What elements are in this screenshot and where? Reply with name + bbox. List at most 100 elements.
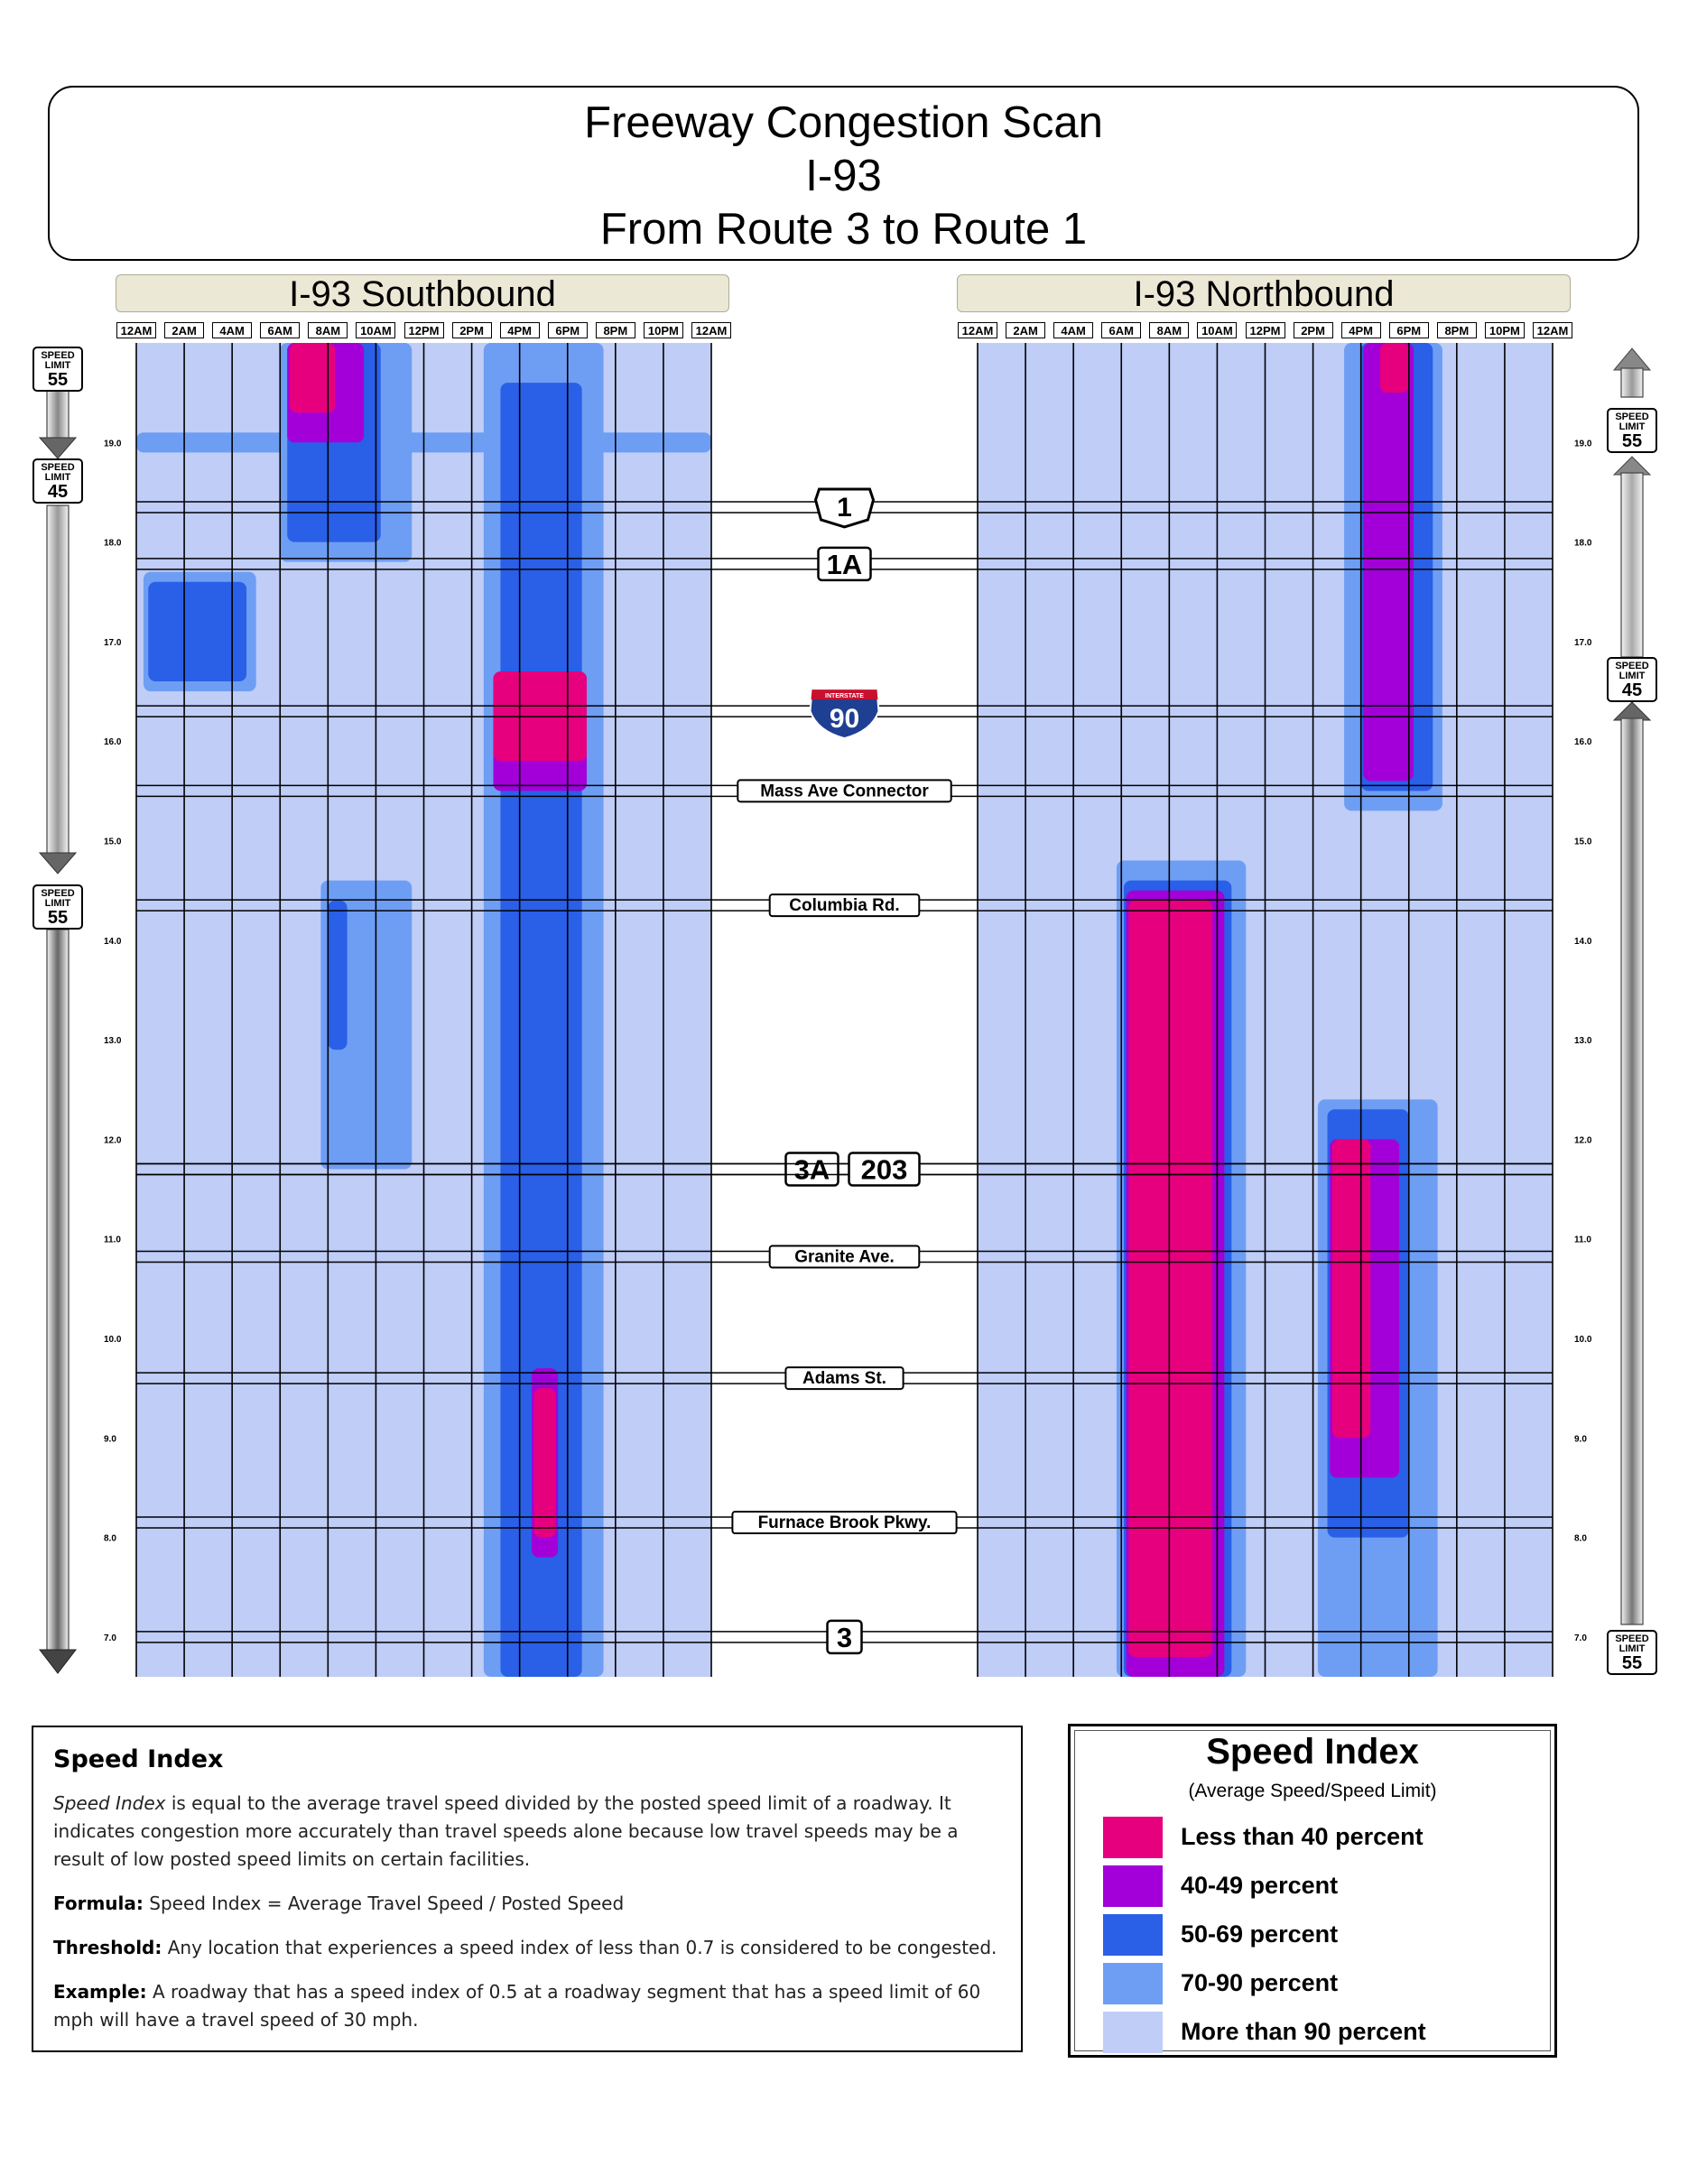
down-arrow-icon <box>38 852 78 875</box>
speed-limit-text: SPEED <box>1615 661 1649 671</box>
heatmap-cell <box>1331 1139 1371 1439</box>
heatmap-cell <box>1363 343 1414 782</box>
mile-tick-label: 12.0 <box>104 1135 122 1145</box>
down-arrow-icon <box>38 1649 78 1674</box>
interstate-shield-band <box>811 689 878 700</box>
speed-bar <box>1620 367 1644 398</box>
southbound-header: I-93 Southbound <box>116 274 729 313</box>
legend-swatch <box>1103 1817 1163 1858</box>
info-threshold: Threshold: Any location that experiences… <box>53 1937 997 1958</box>
speed-bar <box>46 929 70 1652</box>
mile-tick-label: 13.0 <box>104 1036 122 1046</box>
interchange-label: 3 <box>837 1622 852 1653</box>
info-heading: Speed Index <box>53 1745 224 1773</box>
mile-tick-label: 9.0 <box>104 1434 116 1444</box>
northbound-time-label: 8PM <box>1436 322 1477 338</box>
mile-tick-label: 7.0 <box>1574 1633 1587 1643</box>
info-formula: Formula: Speed Index = Average Travel Sp… <box>53 1892 625 1914</box>
northbound-time-label: 2AM <box>1006 322 1046 338</box>
mile-tick-label: 15.0 <box>104 837 122 847</box>
speed-limit-text: 55 <box>47 370 69 390</box>
heatmap-cell <box>1128 900 1213 1657</box>
legend-label: More than 90 percent <box>1181 2018 1426 2045</box>
legend-label: 40-49 percent <box>1181 1872 1339 1899</box>
speed-limit-text: LIMIT <box>44 898 71 909</box>
speed-bar <box>46 504 70 858</box>
speed-limit-text: 45 <box>47 482 69 502</box>
mile-tick-label: 7.0 <box>104 1633 116 1643</box>
up-arrow-icon <box>1612 456 1652 476</box>
interchange-label: 1 <box>837 493 852 523</box>
interchange-label: 203 <box>861 1153 908 1185</box>
interchange-label: Mass Ave Connector <box>760 782 929 800</box>
interchange-label: Furnace Brook Pkwy. <box>758 1513 932 1532</box>
northbound-time-label: 10AM <box>1197 322 1238 338</box>
mile-tick-label: 18.0 <box>104 539 122 549</box>
heatmap-cell <box>289 343 336 413</box>
southbound-time-label: 6AM <box>260 322 301 338</box>
mile-tick-label: 10.0 <box>104 1335 122 1345</box>
speed-limit-text: SPEED <box>41 462 75 473</box>
chart-route: I-93 <box>805 152 882 200</box>
speed-limit-sign: SPEED LIMIT 55 <box>1607 1630 1657 1675</box>
northbound-time-label: 2PM <box>1293 322 1333 338</box>
southbound-time-label: 10PM <box>643 322 683 338</box>
mile-tick-label: 11.0 <box>104 1235 121 1245</box>
interstate-caption: INTERSTATE <box>825 693 864 699</box>
northbound-time-label: 10PM <box>1484 322 1525 338</box>
legend-subtitle: (Average Speed/Speed Limit) <box>1188 1781 1437 1801</box>
congestion-scan-chart: 19.018.017.016.015.014.013.012.011.010.0… <box>38 343 1652 1678</box>
legend-frame <box>1074 1730 1551 2051</box>
mile-tick-label: 18.0 <box>1574 539 1592 549</box>
speed-index-legend: Speed Index (Average Speed/Speed Limit) … <box>1068 1724 1557 2058</box>
speed-limit-text: 55 <box>47 908 69 928</box>
northbound-time-label: 8AM <box>1149 322 1190 338</box>
route-box <box>826 1619 863 1655</box>
mile-tick-label: 8.0 <box>104 1534 116 1544</box>
us-route-shield <box>813 487 876 529</box>
mile-tick-label: 17.0 <box>1574 638 1592 648</box>
northbound-time-label: 6PM <box>1388 322 1429 338</box>
heatmap-cell <box>148 581 247 682</box>
heatmap-cell <box>1379 343 1409 393</box>
interchange-sign <box>768 893 921 918</box>
up-arrow-icon <box>1612 701 1652 721</box>
mile-tick-label: 12.0 <box>1574 1135 1592 1145</box>
southbound-time-label: 12AM <box>116 322 156 338</box>
interchange-label: Columbia Rd. <box>789 896 899 915</box>
speed-limit-text: SPEED <box>1615 412 1649 422</box>
interchange-sign <box>731 1511 958 1535</box>
info-example: Example: A roadway that has a speed inde… <box>53 1981 981 2031</box>
down-arrow-icon <box>38 437 78 459</box>
legend-swatch <box>1103 1914 1163 1956</box>
speed-limit-text: LIMIT <box>44 472 71 483</box>
legend-swatch <box>1103 2012 1163 2053</box>
speed-limit-text: 55 <box>1621 1653 1643 1673</box>
speed-limit-text: LIMIT <box>44 360 71 371</box>
interchange-label: 3A <box>794 1153 830 1185</box>
southbound-time-label: 2PM <box>451 322 492 338</box>
northbound-time-label: 4AM <box>1053 322 1094 338</box>
speed-limit-text: SPEED <box>41 888 75 899</box>
southbound-time-label: 8AM <box>308 322 348 338</box>
mile-tick-label: 8.0 <box>1574 1534 1587 1544</box>
northbound-time-label: 12AM <box>958 322 997 338</box>
legend-label: 50-69 percent <box>1181 1920 1339 1948</box>
route-box <box>817 546 872 582</box>
northbound-time-label: 6AM <box>1101 322 1142 338</box>
speed-limit-sign: SPEED LIMIT 45 <box>32 458 83 504</box>
mile-tick-label: 14.0 <box>104 937 122 947</box>
interchange-sign <box>784 1366 904 1391</box>
route-box <box>784 1152 839 1187</box>
mile-tick-label: 19.0 <box>104 439 122 449</box>
northbound-time-label: 12PM <box>1245 322 1285 338</box>
chart-title: Freeway Congestion Scan <box>584 98 1103 147</box>
interchange-sign <box>737 779 952 803</box>
southbound-time-label: 12PM <box>403 322 444 338</box>
legend-swatch <box>1103 1963 1163 2004</box>
mile-tick-label: 13.0 <box>1574 1036 1592 1046</box>
mile-tick-label: 10.0 <box>1574 1335 1592 1345</box>
southbound-time-label: 12AM <box>691 322 731 338</box>
interchange-label: Granite Ave. <box>794 1248 895 1267</box>
northbound-time-label: 4PM <box>1340 322 1381 338</box>
